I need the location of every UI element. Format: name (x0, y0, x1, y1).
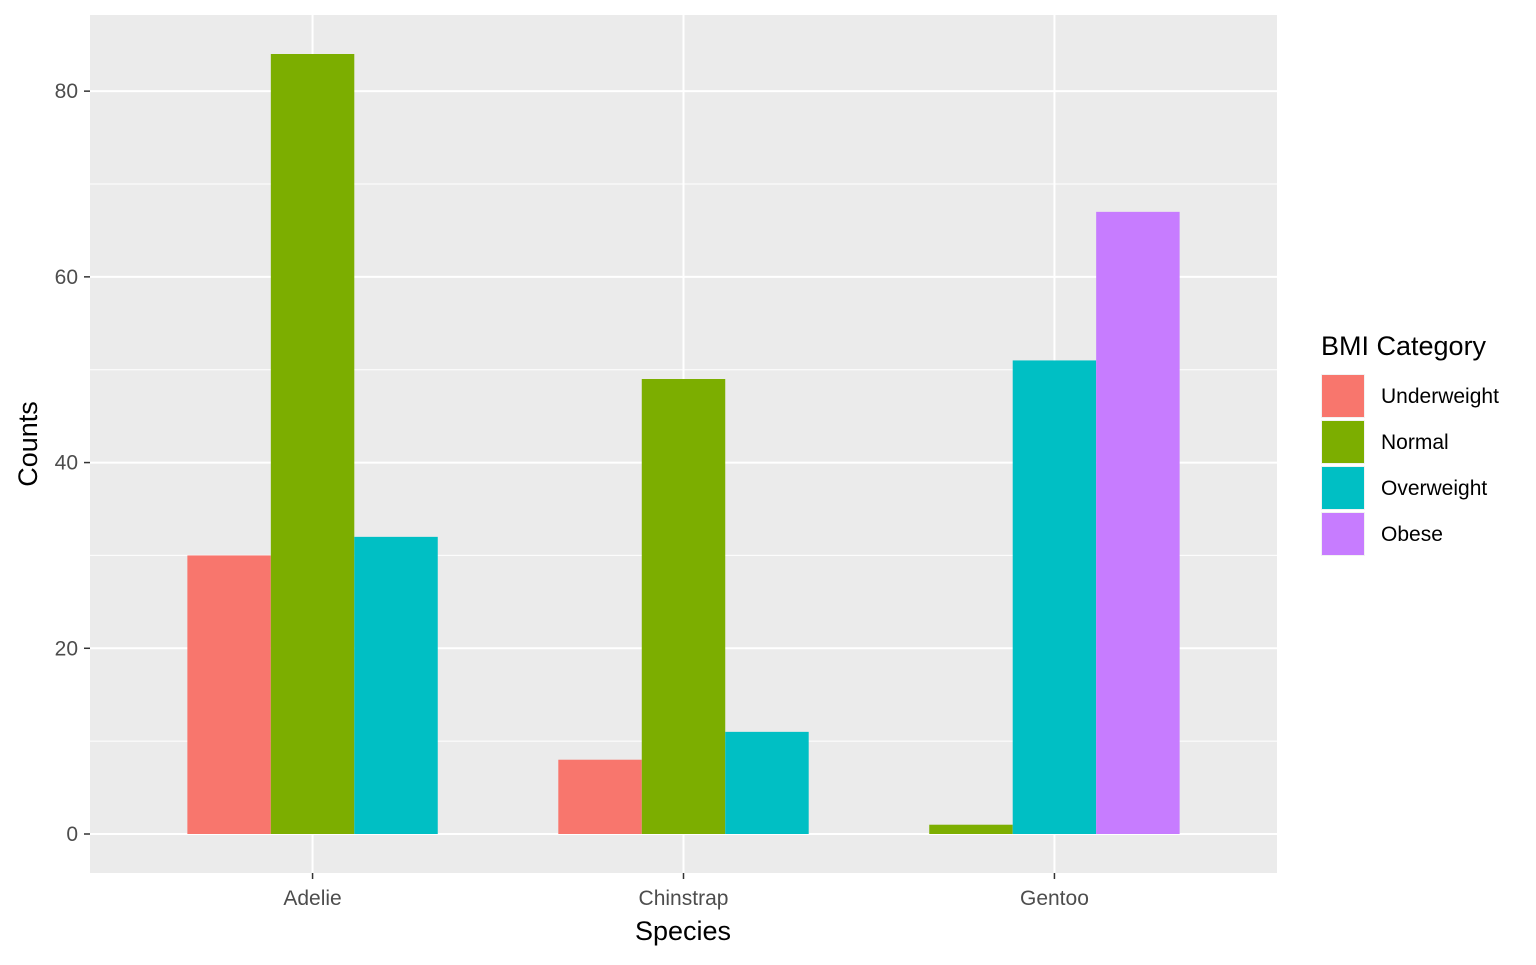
legend-label-obese: Obese (1381, 523, 1443, 546)
legend-label-normal: Normal (1381, 431, 1449, 454)
bar-gentoo-overweight (1012, 360, 1097, 834)
bar-chinstrap-underweight (558, 759, 642, 834)
y-axis-title: Counts (13, 401, 43, 487)
legend-key-normal (1322, 421, 1364, 463)
legend-key-obese (1322, 513, 1364, 555)
bars (187, 54, 1180, 834)
bar-chinstrap-normal (641, 379, 726, 834)
y-tick-label: 20 (55, 637, 78, 660)
bar-gentoo-obese (1096, 211, 1180, 834)
y-tick-label: 0 (66, 823, 78, 846)
legend-title: BMI Category (1321, 331, 1487, 361)
legend-key-underweight (1322, 375, 1364, 417)
axes: 0 20 40 60 80 Adelie Chinstrap Gentoo (55, 80, 1089, 910)
bar-adelie-normal (270, 54, 355, 834)
x-tick-label: Adelie (283, 887, 341, 910)
bar-chinstrap-overweight (725, 731, 809, 834)
legend-key-overweight (1322, 467, 1364, 509)
legend: BMI Category Underweight Normal Overweight… (1321, 331, 1499, 556)
x-tick-label: Chinstrap (639, 887, 729, 910)
bar-adelie-underweight (187, 555, 271, 834)
y-tick-label: 80 (55, 80, 78, 103)
y-tick-label: 60 (55, 266, 78, 289)
x-axis-title: Species (635, 916, 731, 946)
legend-label-overweight: Overweight (1381, 477, 1487, 500)
bar-adelie-overweight (354, 536, 438, 834)
y-tick-label: 40 (55, 452, 78, 475)
x-tick-label: Gentoo (1020, 887, 1089, 910)
legend-label-underweight: Underweight (1381, 385, 1499, 408)
bar-gentoo-normal (929, 824, 1013, 834)
